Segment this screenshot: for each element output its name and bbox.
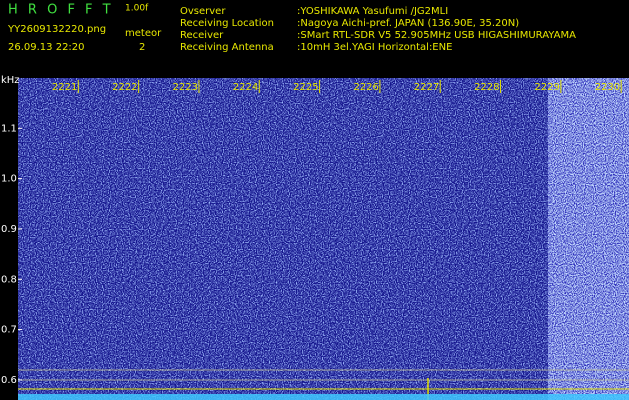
x-tick-label: 2222 — [112, 82, 137, 93]
x-tick-label: 2225 — [293, 82, 318, 93]
y-tick-label: 0.8 — [1, 274, 17, 285]
level-trace — [18, 394, 629, 400]
info-label: Receiving Antenna — [180, 42, 274, 53]
y-tick-label: 0.7 — [1, 325, 17, 336]
meteor-label: meteor — [125, 28, 162, 39]
version: 1.00f — [125, 4, 149, 14]
y-tick-label: 0.6 — [1, 375, 17, 386]
x-tick-label: 2223 — [172, 82, 197, 93]
info-label: Ovserver — [180, 6, 226, 17]
x-tick-label: 2230 — [595, 82, 620, 93]
filename: YY2609132220.png — [7, 24, 106, 35]
x-tick-label: 2228 — [474, 82, 499, 93]
y-tick-label: 1.1 — [1, 123, 17, 134]
x-tick-label: 2226 — [353, 82, 378, 93]
info-label: Receiving Location — [180, 18, 274, 29]
y-axis-label: kHz — [1, 75, 20, 86]
datetime: 26.09.13 22:20 — [8, 42, 85, 53]
info-value: :YOSHIKAWA Yasufumi /JG2MLI — [297, 6, 448, 17]
info-value: :SMart RTL-SDR V5 52.905MHz USB HIGASHIM… — [297, 30, 576, 41]
x-tick-label: 2224 — [233, 82, 258, 93]
noise-band-speckle — [548, 78, 629, 400]
info-block: Ovserver :YOSHIKAWA Yasufumi /JG2MLI Recei… — [180, 6, 576, 53]
app-name: H R O F F T — [8, 3, 114, 18]
noise — [18, 78, 548, 400]
y-tick-label: 0.9 — [1, 224, 17, 235]
info-value: :10mH 3el.YAGI Horizontal:ENE — [297, 42, 452, 53]
x-tick-label: 2221 — [52, 82, 77, 93]
x-tick-label: 2227 — [414, 82, 439, 93]
meteor-count: 2 — [139, 42, 145, 53]
x-tick-label: 2229 — [534, 82, 559, 93]
info-value: :Nagoya Aichi-pref. JAPAN (136.90E, 35.2… — [297, 18, 519, 29]
info-label: Receiver — [180, 30, 224, 41]
y-tick-label: 1.0 — [1, 174, 17, 185]
